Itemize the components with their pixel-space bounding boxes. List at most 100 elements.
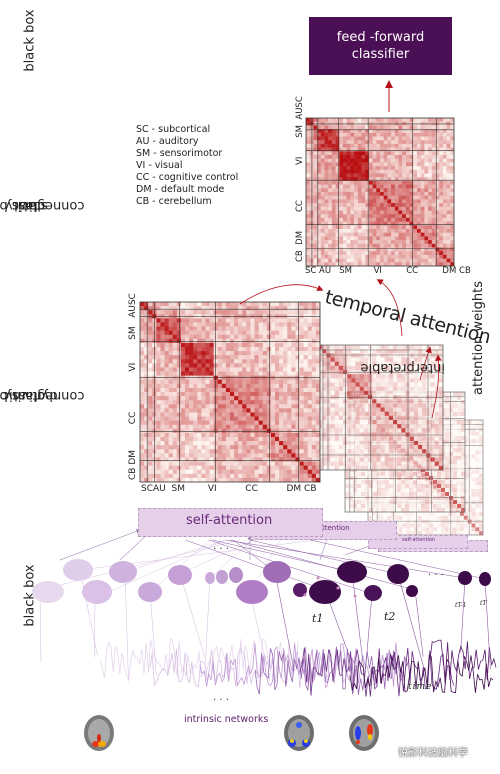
static-matrix-cell	[431, 262, 436, 267]
static-matrix-cell	[328, 254, 333, 259]
static-matrix-cell	[450, 184, 455, 189]
attention-matrix-cell	[334, 449, 340, 454]
attention-matrix-cell	[385, 492, 390, 497]
dynamic-matrix-cell	[266, 347, 272, 352]
static-matrix-cell	[383, 258, 388, 263]
attention-matrix-cell	[380, 349, 385, 354]
static-matrix-cell	[413, 258, 418, 263]
static-matrix-cell	[357, 184, 362, 189]
static-matrix-cell	[335, 169, 340, 174]
static-matrix-cell	[402, 206, 407, 211]
static-matrix-cell	[339, 166, 344, 171]
attention-matrix-cell	[372, 365, 377, 371]
attention-matrix-cell	[363, 386, 369, 392]
dynamic-matrix-cell	[164, 355, 169, 360]
attention-matrix-cell	[376, 345, 381, 350]
attention-matrix-cell	[376, 353, 381, 358]
static-matrix-cell	[372, 221, 377, 226]
static-matrix-cell	[346, 132, 351, 137]
dynamic-matrix-cell	[193, 338, 198, 344]
dynamic-matrix-cell	[238, 322, 243, 327]
dynamic-matrix-cell	[148, 334, 153, 340]
dynamic-matrix-cell	[193, 342, 198, 348]
static-matrix-cell	[402, 217, 407, 222]
dynamic-matrix-cell	[246, 306, 251, 311]
attention-matrix-cell	[449, 504, 454, 509]
static-matrix-cell	[306, 143, 310, 148]
static-matrix-cell	[424, 173, 429, 178]
attention-matrix-cell	[380, 390, 385, 396]
attention-matrix-cell	[359, 465, 365, 471]
static-matrix-cell	[376, 232, 381, 237]
static-matrix-cell	[376, 262, 381, 267]
attention-matrix-cell	[363, 440, 369, 446]
static-matrix-cell	[380, 118, 384, 122]
attention-matrix-cell	[453, 492, 458, 497]
attention-matrix-cell	[376, 453, 381, 458]
dynamic-matrix-cell	[160, 310, 165, 315]
static-matrix-cell	[442, 243, 447, 248]
attention-matrix-cell	[471, 435, 476, 440]
dynamic-matrix-cell	[180, 355, 186, 360]
attention-matrix-cell	[376, 382, 381, 387]
dynamic-matrix-cell	[164, 330, 169, 336]
attention-matrix-cell	[409, 496, 414, 501]
attention-matrix-cell	[434, 436, 440, 442]
dynamic-matrix-cell	[230, 302, 235, 307]
static-matrix-cell	[398, 158, 403, 163]
dynamic-matrix-cell	[250, 338, 255, 344]
dynamic-matrix-cell	[311, 318, 317, 323]
static-matrix-cell	[354, 125, 359, 130]
attention-matrix-cell	[421, 527, 426, 532]
attention-matrix-cell	[437, 472, 442, 477]
dynamic-matrix-cell	[172, 322, 178, 327]
static-matrix-cell	[346, 236, 351, 241]
attention-matrix-cell	[475, 489, 480, 494]
static-matrix-cell	[428, 206, 433, 211]
static-matrix-cell	[331, 232, 336, 237]
static-matrix-cell	[331, 180, 336, 185]
dynamic-matrix-cell	[254, 322, 259, 327]
attention-matrix-cell	[438, 365, 444, 371]
static-matrix-cell	[346, 251, 351, 256]
static-matrix-cell	[398, 129, 403, 134]
attention-matrix-cell	[434, 420, 440, 425]
static-matrix-cell	[413, 132, 418, 137]
static-matrix-cell	[428, 162, 433, 167]
attention-matrix-cell	[355, 461, 360, 467]
attention-matrix-cell	[351, 424, 356, 429]
attention-matrix-cell	[417, 504, 422, 509]
attention-matrix-cell	[475, 420, 480, 425]
static-matrix-cell	[450, 240, 455, 245]
static-matrix-cell	[368, 247, 373, 252]
static-matrix-cell	[335, 140, 340, 145]
attention-matrix-cell	[422, 436, 427, 442]
static-matrix-cell	[420, 136, 425, 141]
attention-matrix-cell	[326, 461, 331, 467]
static-matrix-cell	[346, 206, 351, 211]
static-matrix-cell	[365, 236, 370, 241]
attention-matrix-cell	[351, 449, 356, 454]
static-matrix-cell	[387, 258, 392, 263]
dynamic-matrix-cell	[221, 334, 227, 340]
attention-matrix-cell	[430, 453, 435, 458]
attention-matrix-cell	[357, 496, 362, 501]
static-matrix-cell	[442, 210, 447, 215]
dynamic-matrix-cell	[144, 338, 149, 344]
static-matrix-cell	[361, 251, 366, 256]
static-matrix-cell	[413, 236, 418, 241]
dynamic-matrix-cell	[279, 355, 284, 360]
attention-matrix-cell	[380, 403, 385, 408]
attention-matrix-cell	[471, 423, 476, 428]
static-matrix-cell	[402, 162, 407, 167]
static-matrix-cell	[442, 203, 447, 208]
static-matrix-cell	[368, 173, 373, 178]
static-matrix-cell	[357, 258, 362, 263]
static-matrix-cell	[424, 180, 429, 185]
static-matrix-cell	[328, 166, 333, 171]
attention-matrix-cell	[418, 453, 423, 458]
static-matrix-cell	[394, 236, 399, 241]
static-matrix-cell	[435, 173, 440, 178]
static-matrix-cell	[420, 243, 425, 248]
dynamic-matrix-cell	[246, 338, 251, 344]
